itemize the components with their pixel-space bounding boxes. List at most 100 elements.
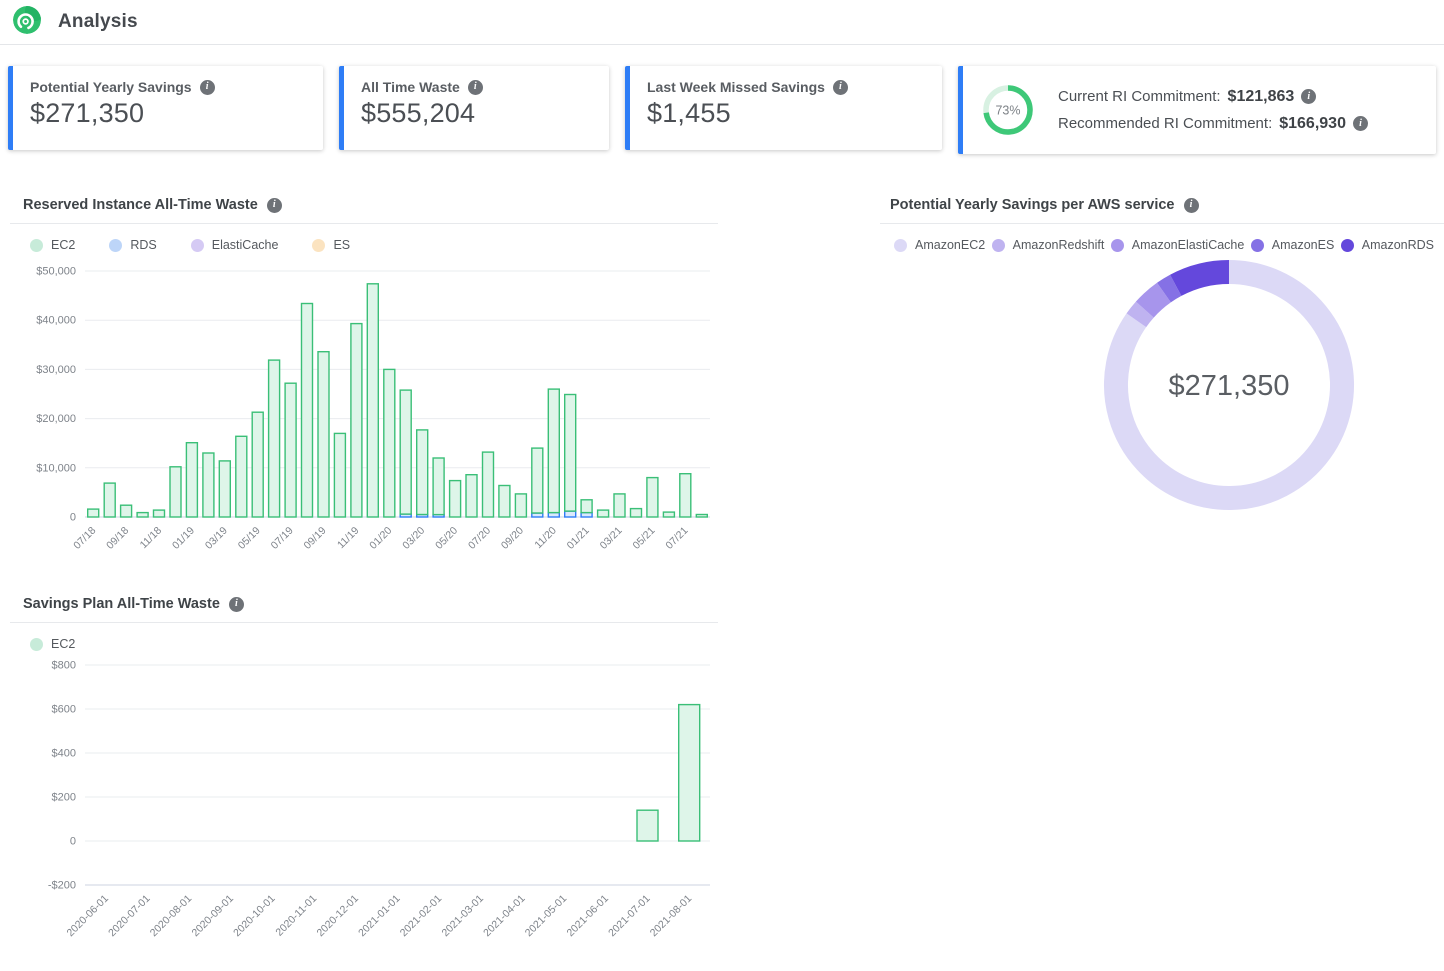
bar-EC2-10/19[interactable] [333, 432, 347, 518]
legend-dot-icon [30, 238, 43, 252]
info-icon[interactable]: i [1352, 116, 1368, 131]
legend-item-EC2[interactable]: EC2 [30, 637, 75, 651]
bar-EC2-11/19[interactable] [350, 322, 363, 518]
bar-EC2-09/20[interactable] [514, 493, 528, 518]
legend-item-AmazonRedshift[interactable]: AmazonRedshift [991, 238, 1104, 252]
bar-EC2-2021-08-01[interactable] [678, 703, 701, 842]
x-axis-tick-label: 05/19 [236, 525, 263, 552]
x-axis-tick-label: 01/21 [565, 525, 592, 552]
chart-legend: AmazonEC2 AmazonRedshift AmazonElastiCache… [880, 224, 1444, 256]
legend-item-AmazonEC2[interactable]: AmazonEC2 [894, 238, 985, 252]
x-axis-tick-label: 03/21 [598, 525, 625, 552]
bar-EC2-06/21[interactable] [662, 511, 676, 518]
bar-EC2-05/20[interactable] [448, 479, 462, 518]
bar-EC2-07/19[interactable] [284, 382, 297, 518]
x-axis-tick-label: 03/19 [203, 525, 230, 552]
bar-EC2-08/21[interactable] [695, 513, 708, 518]
x-axis-tick-label: 03/20 [400, 525, 427, 552]
bar-EC2-04/19[interactable] [235, 435, 248, 518]
bar-EC2-12/20[interactable] [564, 393, 577, 512]
chart-title: Reserved Instance All-Time Waste [23, 197, 258, 213]
bar-EC2-02/21[interactable] [596, 509, 610, 518]
card-all-time-waste: All Time Waste i $555,204 [339, 66, 609, 150]
bar-EC2-07/20[interactable] [481, 451, 495, 518]
x-axis-tick-label: 05/20 [433, 525, 460, 552]
legend-item-AmazonElastiCache[interactable]: AmazonElastiCache [1110, 238, 1244, 252]
donut-segment-AmazonElastiCache[interactable] [1135, 282, 1172, 318]
bar-EC2-11/18[interactable] [152, 509, 166, 518]
sp-waste-bar-chart[interactable]: $800 $600 $400 $200 0 -$2002020-06-012020-07-… [10, 655, 718, 957]
legend-item-EC2[interactable]: EC2 [30, 238, 75, 252]
bar-EC2-01/21[interactable] [580, 499, 593, 514]
x-axis-tick-label: 09/18 [104, 525, 131, 552]
info-icon[interactable]: i [1183, 197, 1199, 213]
bar-EC2-02/20[interactable] [399, 389, 412, 515]
x-axis-tick-label: 11/20 [532, 525, 559, 552]
donut-segment-AmazonES[interactable] [1157, 274, 1182, 303]
bar-EC2-03/19[interactable] [218, 460, 232, 518]
bar-EC2-07/18[interactable] [86, 508, 100, 518]
bar-EC2-06/20[interactable] [465, 473, 478, 518]
info-icon[interactable]: i [199, 79, 215, 95]
bar-EC2-03/21[interactable] [613, 493, 626, 518]
app-logo-icon [12, 4, 44, 41]
savings-donut-chart[interactable]: $271,350 [880, 256, 1444, 518]
bar-EC2-10/20[interactable] [531, 447, 544, 514]
bar-EC2-04/21[interactable] [629, 507, 643, 518]
info-icon[interactable]: i [228, 596, 244, 612]
bar-EC2-10/18[interactable] [136, 511, 149, 518]
bar-EC2-03/20[interactable] [416, 429, 429, 516]
x-axis-tick-label: 07/19 [269, 525, 296, 552]
donut-center-value: $271,350 [1169, 370, 1290, 402]
bar-EC2-01/20[interactable] [383, 368, 396, 518]
x-axis-tick-label: 2020-10-01 [231, 893, 278, 940]
current-ri-commitment-label: Current RI Commitment: [1058, 88, 1221, 105]
donut-segment-AmazonEC2[interactable] [1104, 260, 1354, 510]
x-axis-tick-label: 2020-06-01 [64, 893, 111, 940]
legend-dot-icon [312, 238, 326, 252]
bar-EC2-07/21[interactable] [679, 472, 692, 518]
bar-EC2-12/19[interactable] [366, 283, 379, 518]
bar-RDS-12/20[interactable] [564, 510, 577, 518]
bar-EC2-08/20[interactable] [498, 484, 511, 518]
x-axis-tick-label: 2021-06-01 [564, 893, 611, 940]
info-icon[interactable]: i [266, 197, 282, 213]
x-axis-tick-label: 01/19 [170, 525, 197, 552]
info-icon[interactable]: i [1301, 89, 1317, 104]
legend-item-ES[interactable]: ES [312, 238, 350, 252]
bar-EC2-01/19[interactable] [185, 441, 199, 518]
bar-EC2-05/19[interactable] [251, 411, 264, 518]
ri-waste-bar-chart[interactable]: $50,000$40,000$30,000$20,000$10,000007/1… [10, 256, 718, 568]
x-axis-tick-label: 2021-03-01 [439, 893, 486, 940]
chart-title: Savings Plan All-Time Waste [23, 596, 220, 612]
bar-EC2-06/19[interactable] [267, 359, 281, 518]
bar-EC2-08/18[interactable] [103, 482, 116, 518]
bar-EC2-04/20[interactable] [432, 457, 445, 516]
bar-EC2-2021-07-01[interactable] [636, 809, 659, 842]
card-value: $555,204 [361, 98, 476, 128]
x-axis-tick-label: 2020-07-01 [106, 893, 153, 940]
bar-EC2-05/21[interactable] [646, 476, 659, 518]
legend-item-ElastiCache[interactable]: ElastiCache [190, 238, 278, 252]
legend-item-AmazonES[interactable]: AmazonES [1250, 238, 1334, 252]
info-icon[interactable]: i [467, 79, 483, 95]
bar-EC2-08/19[interactable] [300, 302, 314, 518]
divider [10, 622, 718, 623]
current-ri-commitment-value: $121,863 [1227, 87, 1295, 105]
x-axis-tick-label: 01/20 [367, 525, 394, 552]
bar-EC2-09/19[interactable] [317, 350, 330, 518]
donut-segment-AmazonRDS[interactable] [1170, 260, 1230, 297]
y-axis-tick-label: -$200 [48, 880, 76, 892]
divider [10, 223, 718, 224]
chart-legend: EC2 RDS ElastiCache ES [10, 224, 718, 256]
info-icon[interactable]: i [832, 79, 848, 95]
legend-item-RDS[interactable]: RDS [109, 238, 157, 252]
donut-segment-AmazonRedshift[interactable] [1126, 301, 1154, 328]
y-axis-tick-label: $400 [52, 748, 76, 760]
bar-EC2-02/19[interactable] [202, 452, 215, 518]
x-axis-tick-label: 2021-08-01 [648, 893, 695, 940]
bar-EC2-11/20[interactable] [547, 388, 560, 514]
bar-EC2-09/18[interactable] [119, 504, 133, 518]
bar-EC2-12/18[interactable] [169, 466, 182, 518]
legend-item-AmazonRDS[interactable]: AmazonRDS [1340, 238, 1434, 252]
